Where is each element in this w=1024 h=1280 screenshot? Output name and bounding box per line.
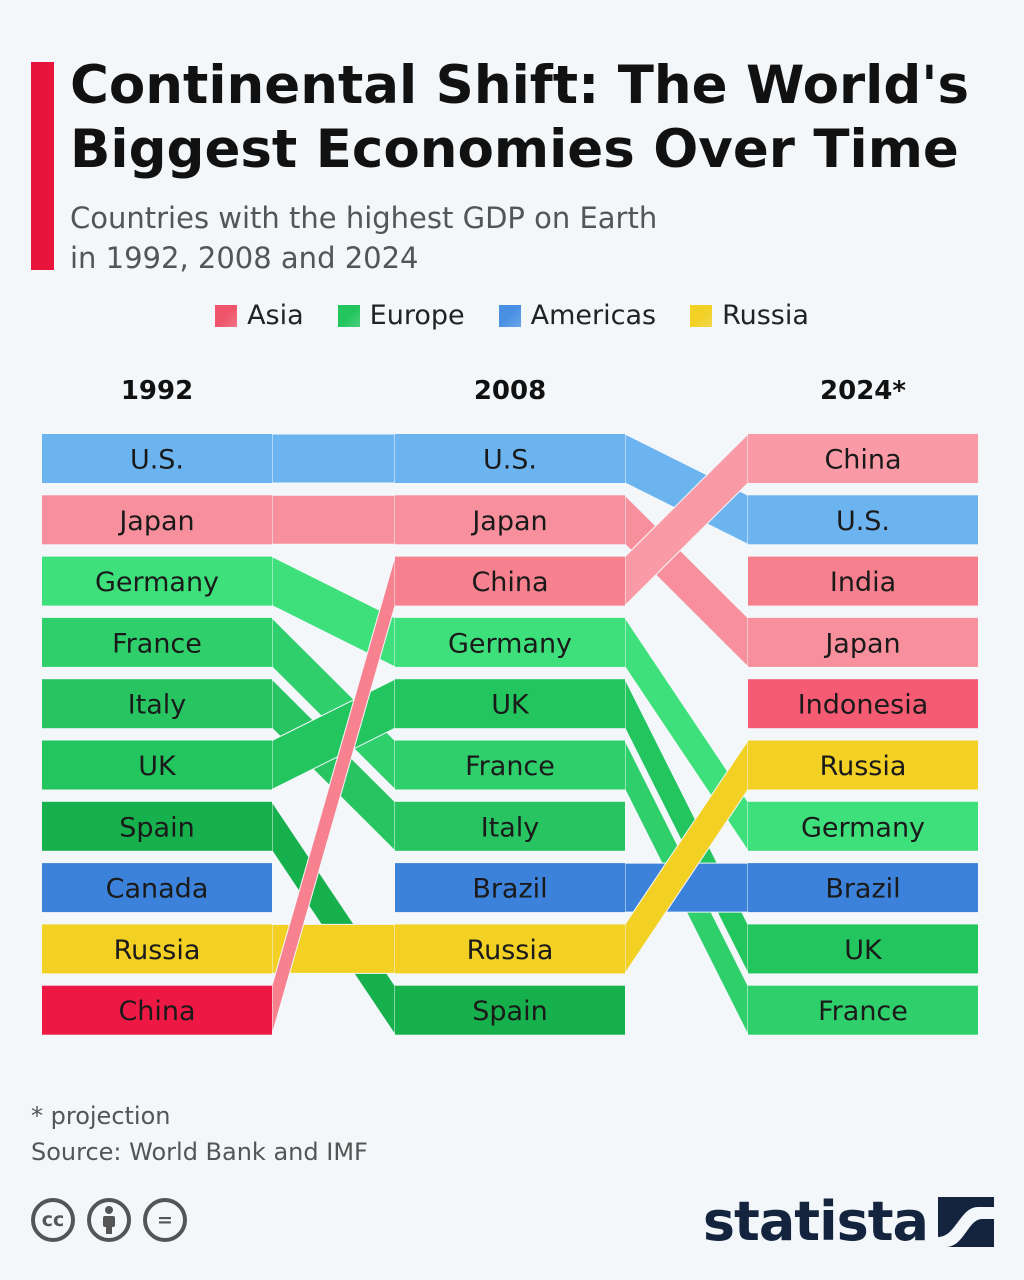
band-2024-russia	[748, 740, 978, 790]
legend: Asia Europe Americas Russia	[0, 300, 1024, 331]
band-2024-uk	[748, 924, 978, 974]
legend-swatch-asia	[215, 304, 238, 327]
label-1992-japan: Japan	[117, 506, 194, 537]
legend-item-russia: Russia	[690, 300, 809, 331]
label-1992-france: France	[112, 628, 202, 659]
band-1992-france	[42, 617, 272, 667]
rank-bands: U.S. Japan Germany France Italy UK Spain Canada…	[42, 434, 978, 1035]
statista-logo: statista	[703, 1190, 994, 1253]
legend-label-russia: Russia	[722, 300, 809, 331]
label-2024-u-s: U.S.	[836, 506, 890, 537]
label-1992-china: China	[118, 996, 195, 1027]
band-2024-brazil	[748, 863, 978, 913]
label-2008-italy: Italy	[481, 812, 540, 843]
connector-u-s-1	[271, 433, 396, 484]
chart-subtitle: Countries with the highest GDP on Earth …	[70, 198, 770, 278]
footnote: * projection	[31, 1102, 171, 1130]
label-2024-brazil: Brazil	[825, 874, 900, 905]
label-2024-russia: Russia	[820, 751, 907, 782]
label-2024-uk: UK	[844, 935, 883, 966]
chart-title: Continental Shift: The World's Biggest E…	[70, 55, 970, 180]
subtitle-line-1: Countries with the highest GDP on Earth	[70, 201, 658, 235]
band-2008-u-s	[395, 434, 625, 483]
label-2008-japan: Japan	[470, 506, 547, 537]
label-2024-india: India	[830, 567, 896, 598]
legend-label-europe: Europe	[369, 300, 465, 331]
label-2008-germany: Germany	[448, 628, 572, 659]
year-label-2008: 2008	[473, 376, 547, 406]
accent-bar	[31, 62, 54, 270]
attribution-icon	[87, 1198, 131, 1242]
legend-swatch-americas	[498, 304, 521, 327]
band-1992-uk	[42, 740, 272, 790]
band-1992-japan	[42, 495, 272, 545]
label-2024-japan: Japan	[823, 628, 900, 659]
connector-russia-2	[624, 738, 749, 976]
legend-swatch-europe	[337, 304, 360, 327]
legend-swatch-russia	[690, 304, 713, 327]
band-2008-spain	[395, 985, 625, 1035]
band-2008-brazil	[395, 863, 625, 913]
connector-japan-1	[271, 494, 396, 545]
band-1992-spain	[42, 801, 272, 851]
label-2024-china: China	[824, 445, 901, 476]
band-2024-china	[748, 434, 978, 483]
band-2024-u-s	[748, 495, 978, 545]
label-2008-russia: Russia	[467, 935, 554, 966]
connectors	[271, 432, 749, 1037]
band-2008-japan	[395, 495, 625, 545]
subtitle-line-2: in 1992, 2008 and 2024	[70, 241, 419, 275]
legend-item-americas: Americas	[498, 300, 657, 331]
band-2008-germany	[395, 617, 625, 667]
band-2024-indonesia	[748, 679, 978, 729]
label-2008-china: China	[471, 567, 548, 598]
band-2024-france	[748, 985, 978, 1035]
band-2008-uk	[395, 679, 625, 729]
year-label-1992: 1992	[120, 376, 194, 406]
band-1992-italy	[42, 679, 272, 729]
label-1992-canada: Canada	[106, 874, 209, 905]
band-1992-u-s	[42, 434, 272, 483]
label-2024-indonesia: Indonesia	[798, 690, 929, 721]
logo-text: statista	[702, 1190, 929, 1253]
label-2008-u-s: U.S.	[483, 445, 537, 476]
legend-item-asia: Asia	[215, 300, 304, 331]
statista-logo-mark-icon	[938, 1196, 994, 1247]
license-icons: cc =	[31, 1198, 187, 1242]
band-2024-germany	[748, 801, 978, 851]
label-2024-germany: Germany	[801, 812, 925, 843]
legend-label-asia: Asia	[247, 300, 304, 331]
band-2024-japan	[748, 617, 978, 667]
label-2024-france: France	[818, 996, 908, 1027]
band-2008-italy	[395, 801, 625, 851]
band-1992-germany	[42, 556, 272, 606]
label-1992-russia: Russia	[114, 935, 201, 966]
label-2008-uk: UK	[491, 690, 530, 721]
band-2024-india	[748, 556, 978, 606]
band-2008-china	[395, 556, 625, 606]
no-derivatives-icon: =	[143, 1198, 187, 1242]
label-2008-brazil: Brazil	[472, 874, 547, 905]
band-2008-france	[395, 740, 625, 790]
label-2008-france: France	[465, 751, 555, 782]
source-note: Source: World Bank and IMF	[31, 1138, 368, 1166]
band-1992-canada	[42, 863, 272, 913]
label-2008-spain: Spain	[472, 996, 547, 1027]
connector-spain-1	[271, 800, 396, 1037]
label-1992-u-s: U.S.	[130, 445, 184, 476]
creative-commons-icon: cc	[31, 1198, 75, 1242]
label-1992-uk: UK	[138, 751, 177, 782]
band-1992-china	[42, 985, 272, 1035]
band-1992-russia	[42, 924, 272, 974]
legend-item-europe: Europe	[337, 300, 465, 331]
band-2008-russia	[395, 924, 625, 974]
label-1992-italy: Italy	[128, 690, 187, 721]
label-1992-germany: Germany	[95, 567, 219, 598]
year-label-2024: 2024*	[820, 376, 906, 406]
label-1992-spain: Spain	[119, 812, 194, 843]
legend-label-americas: Americas	[530, 300, 657, 331]
